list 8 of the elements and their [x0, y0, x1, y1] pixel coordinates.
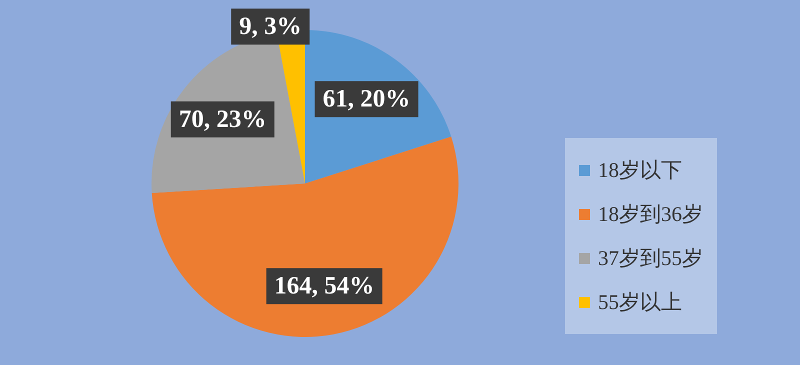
- legend-label: 37岁到55岁: [598, 245, 703, 272]
- data-label: 9, 3%: [239, 13, 302, 40]
- legend-label: 18岁到36岁: [598, 201, 703, 228]
- data-label: 164, 54%: [274, 272, 374, 300]
- data-label: 61, 20%: [322, 86, 410, 113]
- legend-label: 18岁以下: [598, 157, 682, 184]
- legend-label: 55岁以上: [598, 289, 682, 316]
- data-label: 70, 23%: [178, 106, 266, 133]
